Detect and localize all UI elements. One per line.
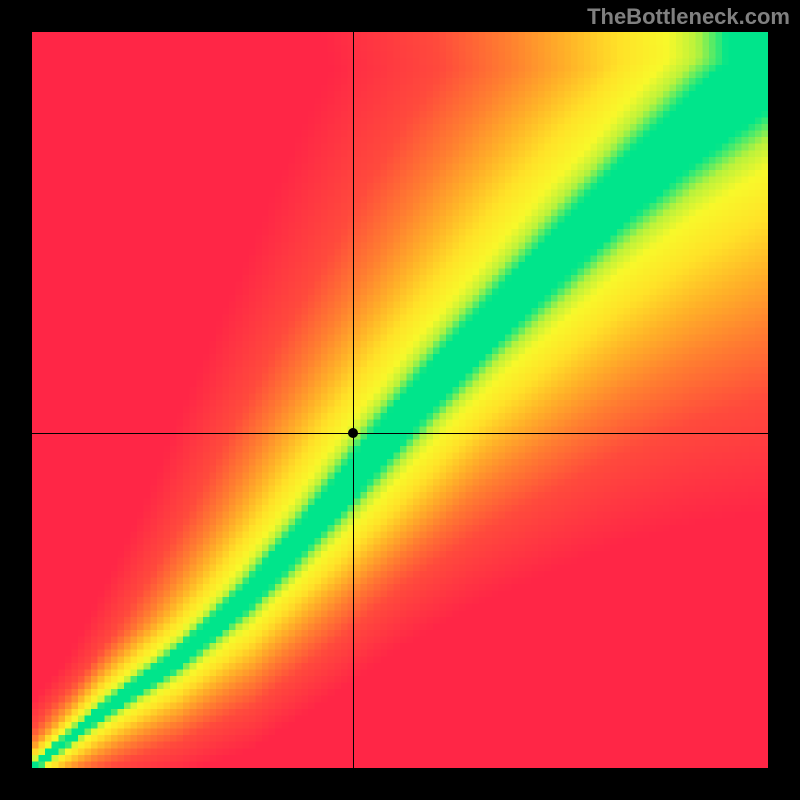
crosshair-horizontal — [32, 433, 768, 434]
watermark-text: TheBottleneck.com — [587, 4, 790, 30]
crosshair-vertical — [353, 32, 354, 768]
heatmap-canvas — [32, 32, 768, 768]
heatmap-plot — [32, 32, 768, 768]
crosshair-marker — [348, 428, 358, 438]
